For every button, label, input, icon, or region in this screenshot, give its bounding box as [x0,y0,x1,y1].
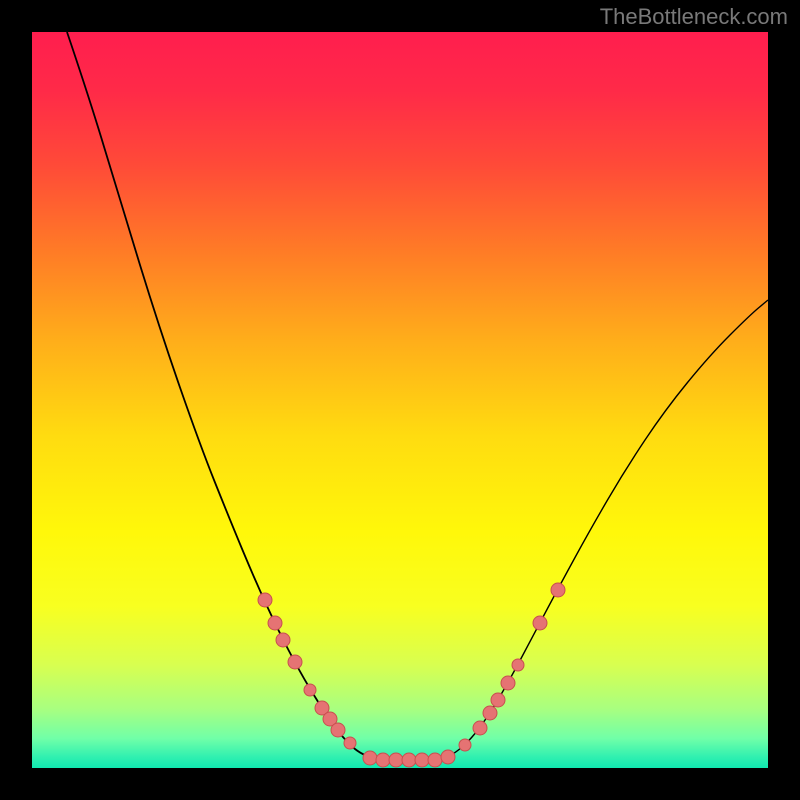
data-dot [441,750,455,764]
data-dot [512,659,524,671]
data-dot [551,583,565,597]
data-dot [389,753,403,767]
data-dot [288,655,302,669]
data-dot [415,753,429,767]
chart-container: TheBottleneck.com [0,0,800,800]
data-dot [304,684,316,696]
data-dot [376,753,390,767]
bottleneck-chart [0,0,800,800]
data-dot [428,753,442,767]
data-dot [501,676,515,690]
data-dot [276,633,290,647]
data-dot [402,753,416,767]
data-dot [491,693,505,707]
data-dot [331,723,345,737]
data-dot [473,721,487,735]
data-dot [483,706,497,720]
data-dot [459,739,471,751]
data-dot [533,616,547,630]
data-dot [258,593,272,607]
watermark-text: TheBottleneck.com [600,4,788,30]
data-dot [363,751,377,765]
data-dot [268,616,282,630]
data-dot [344,737,356,749]
